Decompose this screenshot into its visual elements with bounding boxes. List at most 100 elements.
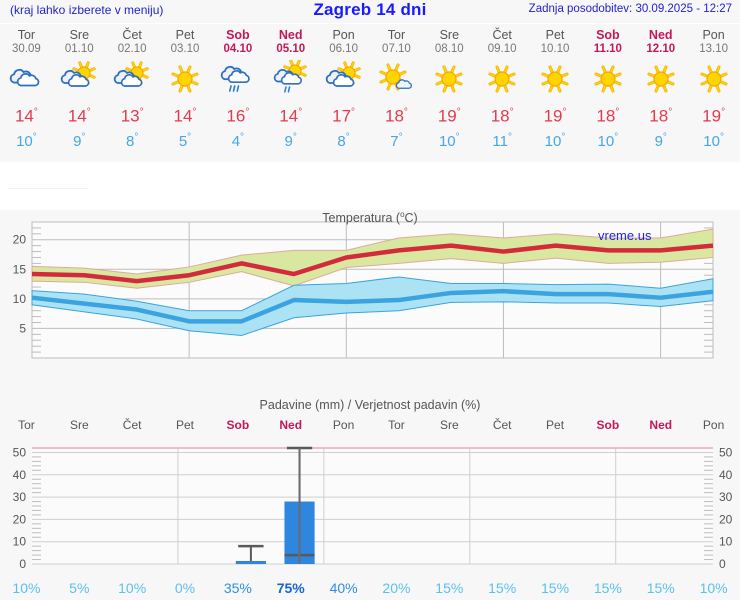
- day-of-week-label: Sre: [439, 28, 460, 42]
- precipitation-probability-value: 0%: [174, 580, 196, 596]
- temperature-chart-title: Temperatura (oC): [0, 210, 740, 225]
- precipitation-day-label: Čet: [122, 418, 142, 432]
- min-temp-value: 10: [544, 132, 562, 150]
- min-temperature: 9°: [655, 129, 667, 151]
- day-of-week-label: Pet: [175, 28, 195, 42]
- min-temp-value: 9: [654, 132, 663, 150]
- header-divider: [0, 23, 740, 24]
- day-of-week-label: Čet: [122, 28, 142, 42]
- max-temperature: 14°: [279, 103, 302, 127]
- degree-sign: °: [614, 131, 619, 143]
- max-temperature: 18°: [491, 103, 514, 127]
- min-temperature: 10°: [598, 129, 619, 151]
- precipitation-probability-value: 40%: [329, 580, 358, 596]
- day-date-label: 04.10: [223, 43, 253, 55]
- temperature-chart-svg: 5 10 15 20 vreme.us: [13, 221, 714, 359]
- degree-sign: °: [721, 107, 726, 118]
- min-temperature: 10°: [439, 129, 460, 151]
- degree-sign: °: [134, 131, 139, 143]
- precip-y-tick-label-left: 30: [13, 490, 27, 504]
- day-date-label: 05.10: [276, 43, 306, 55]
- day-of-week-label: Ned: [278, 28, 303, 42]
- cloudy-icon: [4, 60, 48, 100]
- min-temperature: 9°: [285, 129, 297, 151]
- location-menu-note: (kraj lahko izberete v meniju): [10, 3, 164, 17]
- min-temperature: 5°: [179, 129, 191, 151]
- max-temperature-line: [31, 243, 714, 284]
- precip-y-tick-label-right: 0: [719, 557, 726, 571]
- precip-y-tick-label-right: 20: [719, 512, 733, 526]
- degree-sign: °: [32, 131, 37, 143]
- precipitation-day-label: Čet: [492, 418, 512, 432]
- degree-sign: °: [345, 131, 350, 143]
- max-temp-value: 14: [173, 106, 193, 126]
- day-column: Sob 04.10 16° 4°: [211, 25, 264, 162]
- degree-sign: °: [719, 131, 724, 143]
- day-of-week-label: Tor: [387, 28, 406, 42]
- degree-sign: °: [86, 107, 91, 118]
- daily-forecast-strip: Tor 30.09 14° 10° Sre 01.10 14° 9° Čet 02.10 13° 8°…: [0, 25, 740, 162]
- sun-smallcloud-icon: [374, 60, 418, 100]
- day-column: Pet 03.10 14° 5°: [159, 25, 212, 162]
- temperature-panel: Temperatura (oC) 5 10 15 20 vreme.us: [0, 210, 740, 395]
- day-of-week-label: Sob: [226, 28, 250, 42]
- section-separator: [0, 162, 740, 210]
- watermark-text: vreme.us: [598, 228, 652, 243]
- max-temp-value: 13: [120, 106, 140, 126]
- precipitation-day-label: Sre: [69, 418, 89, 432]
- sunny-icon: [692, 60, 736, 100]
- cloud-rain-icon: [216, 60, 260, 100]
- degree-superscript: o: [400, 210, 405, 219]
- max-temperature: 14°: [15, 103, 38, 127]
- day-column: Sre 08.10 19° 10°: [423, 25, 476, 162]
- day-of-week-label: Sre: [69, 28, 90, 42]
- sunny-icon: [586, 60, 630, 100]
- day-of-week-label: Tor: [17, 28, 36, 42]
- precipitation-day-label: Ned: [279, 418, 303, 432]
- min-temperature: 10°: [16, 129, 37, 151]
- max-temperature: 17°: [332, 103, 355, 127]
- precipitation-day-label: Ned: [649, 418, 673, 432]
- max-temp-value: 14: [67, 106, 87, 126]
- min-temp-value: 11: [492, 132, 508, 150]
- max-temp-value: 18: [384, 106, 404, 126]
- min-temp-value: 10: [16, 132, 33, 150]
- day-column: Sre 01.10 14° 9°: [53, 25, 106, 162]
- day-date-label: 08.10: [434, 43, 464, 55]
- degree-sign: °: [33, 107, 38, 118]
- degree-sign: °: [292, 131, 297, 143]
- separator-line: [8, 188, 88, 189]
- precipitation-day-label: Pon: [702, 418, 725, 432]
- max-temp-value: 18: [649, 106, 669, 126]
- precipitation-bar: [235, 561, 266, 564]
- temp-y-tick-label: 5: [19, 321, 26, 335]
- day-date-label: 09.10: [487, 43, 517, 55]
- precipitation-probability-value: 5%: [69, 580, 90, 596]
- degree-sign: °: [81, 131, 86, 143]
- sunny-icon: [427, 60, 471, 100]
- day-date-label: 11.10: [593, 43, 622, 55]
- precipitation-probability-value: 10%: [12, 580, 41, 596]
- day-of-week-label: Sob: [596, 28, 620, 42]
- max-temperature: 16°: [226, 103, 249, 127]
- precipitation-probability-value: 10%: [118, 580, 147, 596]
- day-column: Tor 30.09 14° 10°: [0, 25, 53, 162]
- precipitation-probability-value: 15%: [488, 580, 517, 596]
- precipitation-day-label: Tor: [388, 418, 405, 432]
- degree-sign: °: [403, 107, 408, 118]
- day-column: Čet 09.10 18° 11°: [476, 25, 529, 162]
- min-temp-value: 7: [390, 132, 399, 150]
- precipitation-day-label: Tor: [18, 418, 35, 432]
- min-temperature: 4°: [232, 129, 244, 151]
- day-column: Ned 05.10 14° 9°: [264, 25, 317, 162]
- precipitation-probability-value: 15%: [593, 580, 622, 596]
- precipitation-day-label: Pet: [546, 418, 565, 432]
- sunny-icon: [533, 60, 577, 100]
- day-date-label: 30.09: [12, 43, 41, 55]
- degree-sign: °: [662, 131, 667, 143]
- max-temperature: 19°: [702, 103, 725, 127]
- precipitation-probability-value: 20%: [382, 580, 411, 596]
- temperature-title-tail: C): [404, 211, 418, 226]
- degree-sign: °: [298, 107, 303, 118]
- day-column: Tor 07.10 18° 7°: [370, 25, 423, 162]
